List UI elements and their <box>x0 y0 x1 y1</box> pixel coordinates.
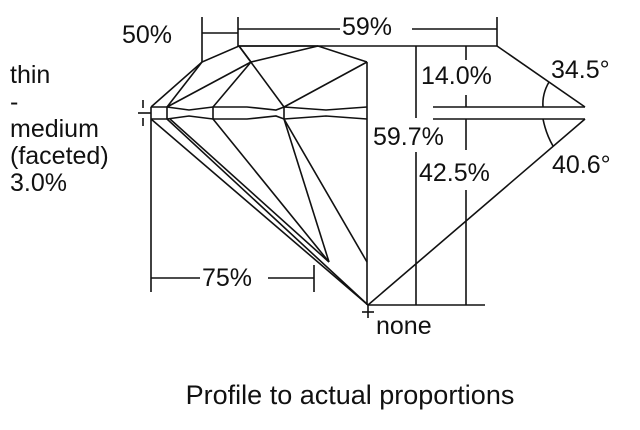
crown-angle-label: 34.5° <box>551 56 610 84</box>
girdle-label: thin - medium (faceted) 3.0% <box>10 62 109 197</box>
girdle-label-line: 3.0% <box>10 169 67 197</box>
culet-marker <box>362 305 374 318</box>
lower-half-dimension <box>151 265 315 292</box>
pavilion-facets <box>150 118 369 306</box>
total-depth-label: 59.7% <box>373 123 444 151</box>
culet-label: none <box>376 312 432 340</box>
crown-height-label: 14.0% <box>421 62 492 90</box>
girdle-label-line: thin <box>10 61 51 89</box>
star-length-label: 50% <box>122 21 173 49</box>
caption: Profile to actual proportions <box>185 380 515 410</box>
girdle <box>138 100 368 126</box>
side-profile <box>367 45 586 306</box>
table-dimension <box>237 17 498 46</box>
table-width-label: 59% <box>342 13 393 41</box>
pavilion-depth-label: 42.5% <box>419 159 490 187</box>
star-dimension <box>201 17 238 62</box>
lower-half-label: 75% <box>202 264 253 292</box>
pavilion-angle-label: 40.6° <box>552 151 611 179</box>
girdle-label-line: (faceted) <box>10 142 109 170</box>
crown-facets <box>150 45 497 305</box>
girdle-label-line: medium <box>10 115 99 143</box>
girdle-label-line: - <box>10 88 19 116</box>
